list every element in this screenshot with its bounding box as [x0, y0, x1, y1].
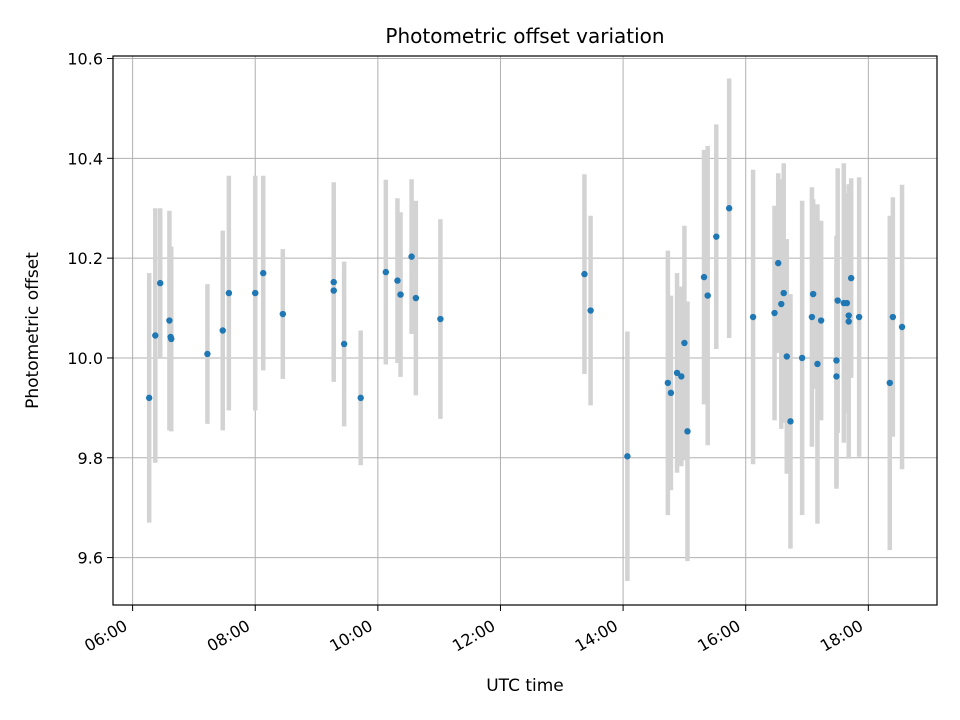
data-point [397, 291, 404, 298]
data-point [684, 428, 691, 435]
data-point [783, 353, 790, 360]
data-point [833, 357, 840, 364]
y-tick-label: 10.6 [67, 49, 103, 68]
data-point [886, 379, 893, 387]
y-axis-label: Photometric offset [23, 252, 43, 409]
data-point [855, 313, 863, 321]
data-point [817, 317, 825, 324]
data-point [382, 268, 390, 276]
data-point [340, 340, 348, 348]
data-point [587, 307, 594, 314]
data-point [167, 333, 174, 341]
data-point [847, 274, 855, 282]
data-point [809, 290, 817, 298]
data-point [252, 289, 259, 297]
data-point [166, 317, 173, 324]
x-axis-label: UTC time [486, 676, 564, 696]
data-point [700, 273, 708, 281]
data-point [845, 312, 852, 319]
data-point [814, 360, 821, 368]
data-point [357, 394, 364, 402]
data-point [330, 287, 337, 294]
data-point [843, 299, 851, 307]
data-point [204, 350, 211, 358]
data-points [145, 205, 906, 460]
data-point [219, 327, 226, 334]
data-point [279, 310, 287, 318]
data-point [725, 205, 733, 212]
data-point [798, 354, 806, 362]
data-point [152, 332, 159, 339]
data-point [845, 318, 852, 325]
data-point [667, 389, 675, 397]
data-point [394, 277, 401, 284]
data-point [678, 373, 685, 380]
plot-frame [112, 55, 938, 606]
data-point [808, 313, 816, 321]
y-tick-label: 10.4 [67, 149, 103, 168]
data-point [749, 313, 757, 321]
data-point [833, 373, 840, 380]
data-point [787, 418, 794, 425]
data-point [673, 369, 681, 377]
y-axis: 9.6 9.8 10.0 10.2 10.4 10.6 [67, 49, 113, 568]
data-point [889, 313, 897, 321]
data-point [408, 253, 415, 260]
data-point [713, 233, 720, 240]
data-point [260, 269, 267, 277]
data-point [775, 259, 782, 267]
data-point [412, 294, 420, 302]
y-tick-label: 10.2 [67, 249, 103, 268]
y-tick-label: 9.6 [78, 549, 103, 568]
data-point [145, 394, 153, 402]
chart-title: Photometric offset variation [385, 24, 664, 48]
y-tick-label: 10.0 [67, 349, 103, 368]
data-point [898, 323, 906, 331]
data-point [780, 289, 787, 297]
data-point [704, 292, 711, 299]
data-point [157, 279, 164, 287]
data-point [681, 339, 688, 347]
y-tick-label: 9.8 [78, 449, 103, 468]
data-point [581, 270, 588, 278]
data-point [834, 297, 841, 304]
data-point [771, 309, 778, 317]
data-point [437, 315, 444, 323]
data-point [778, 300, 785, 308]
data-point [225, 289, 233, 297]
data-point [624, 453, 631, 460]
data-point [330, 278, 337, 286]
data-point [664, 379, 672, 387]
